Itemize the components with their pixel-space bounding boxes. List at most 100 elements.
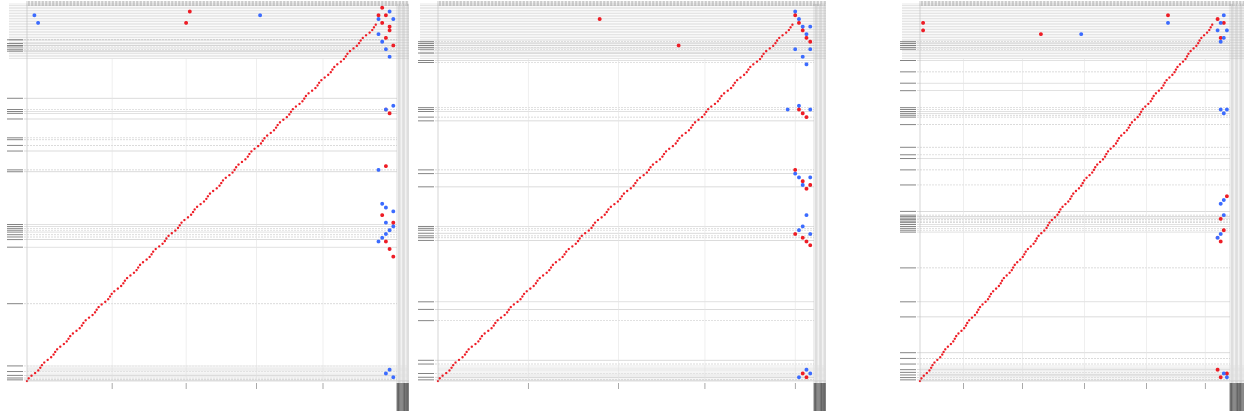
alignment-point: [519, 297, 522, 301]
dense-grid-top: [420, 3, 826, 59]
alignment-point: [316, 84, 319, 87]
alignment-point: [1116, 139, 1119, 143]
alignment-point: [797, 175, 801, 180]
alignment-point: [1128, 123, 1132, 127]
alignment-point: [635, 179, 639, 182]
alignment-point: [132, 271, 136, 275]
alignment-point: [1149, 100, 1152, 103]
alignment-point: [921, 20, 925, 25]
alignment-point: [1181, 60, 1185, 63]
alignment-point: [391, 17, 396, 21]
alignment-point: [224, 176, 227, 179]
alignment-point: [973, 313, 977, 317]
alignment-point: [571, 245, 574, 248]
alignment-point: [39, 366, 42, 370]
dotplot-panel-1: [0, 0, 410, 418]
alignment-point: [355, 44, 359, 48]
alignment-point: [138, 263, 142, 267]
series-reverse: [785, 9, 813, 380]
alignment-point: [747, 68, 750, 71]
alignment-point: [561, 255, 564, 259]
alignment-point: [745, 71, 748, 74]
alignment-point: [1023, 253, 1026, 256]
alignment-point: [941, 353, 944, 356]
alignment-point: [697, 118, 700, 121]
alignment-point: [655, 160, 658, 164]
alignment-point: [1144, 105, 1147, 108]
alignment-point: [84, 319, 87, 322]
alignment-point: [703, 113, 706, 116]
dense-grid-right: [396, 4, 409, 411]
alignment-point: [797, 17, 801, 21]
alignment-point: [246, 155, 250, 158]
alignment-point: [661, 155, 664, 158]
alignment-point: [507, 308, 511, 311]
series-forward: [597, 13, 813, 380]
alignment-point: [591, 224, 595, 227]
alignment-point: [1056, 213, 1059, 216]
alignment-point: [1085, 176, 1088, 179]
alignment-point: [180, 221, 183, 224]
alignment-point: [1178, 63, 1182, 66]
alignment-point: [110, 292, 113, 296]
alignment-point: [778, 36, 781, 40]
alignment-point: [549, 266, 553, 269]
alignment-point: [457, 358, 461, 362]
alignment-point: [317, 81, 321, 84]
alignment-point: [936, 358, 939, 362]
alignment-point: [921, 28, 925, 33]
alignment-point: [590, 226, 593, 230]
alignment-point: [1037, 234, 1040, 238]
alignment-point: [1162, 84, 1165, 87]
alignment-point: [161, 242, 164, 245]
alignment-point: [357, 42, 361, 45]
alignment-point: [625, 189, 629, 193]
alignment-point: [187, 9, 192, 14]
alignment-point: [289, 110, 293, 114]
alignment-point: [150, 253, 153, 256]
alignment-point: [729, 86, 733, 90]
alignment-point: [91, 313, 94, 317]
alignment-point: [931, 363, 934, 367]
alignment-point: [1109, 147, 1112, 150]
alignment-point: [211, 189, 215, 193]
alignment-point: [496, 319, 499, 322]
alignment-point: [250, 150, 253, 153]
alignment-point: [800, 28, 805, 33]
alignment-point: [492, 324, 495, 327]
alignment-point: [97, 305, 100, 309]
alignment-point: [977, 308, 980, 311]
alignment-point: [762, 52, 765, 55]
alignment-point: [775, 39, 779, 42]
alignment-point: [55, 348, 59, 351]
dotplot-panel-3: [832, 0, 1249, 418]
alignment-point: [1105, 152, 1108, 156]
alignment-point: [984, 300, 987, 304]
alignment-point: [384, 164, 388, 169]
dense-grid-top: [902, 3, 1244, 59]
grid-horizontal: [418, 41, 814, 381]
alignment-point: [1215, 17, 1220, 21]
alignment-point: [62, 342, 66, 346]
alignment-point: [997, 284, 1001, 288]
alignment-point: [781, 34, 784, 37]
alignment-point: [503, 313, 506, 317]
alignment-point: [991, 290, 995, 293]
alignment-point: [671, 144, 675, 148]
alignment-point: [323, 76, 326, 79]
alignment-point: [512, 303, 516, 306]
alignment-point: [597, 17, 602, 21]
alignment-point: [536, 279, 539, 282]
alignment-point: [576, 239, 580, 243]
alignment-point: [116, 287, 120, 290]
alignment-point: [1019, 258, 1022, 261]
alignment-point: [1069, 197, 1072, 201]
alignment-point: [1218, 216, 1223, 221]
alignment-point: [1192, 47, 1195, 50]
alignment-point: [1215, 367, 1220, 372]
alignment-point: [387, 28, 392, 33]
alignment-point: [391, 43, 396, 48]
dense-grid-bottom: [27, 365, 409, 381]
alignment-point: [298, 102, 301, 106]
alignment-point: [534, 282, 538, 285]
